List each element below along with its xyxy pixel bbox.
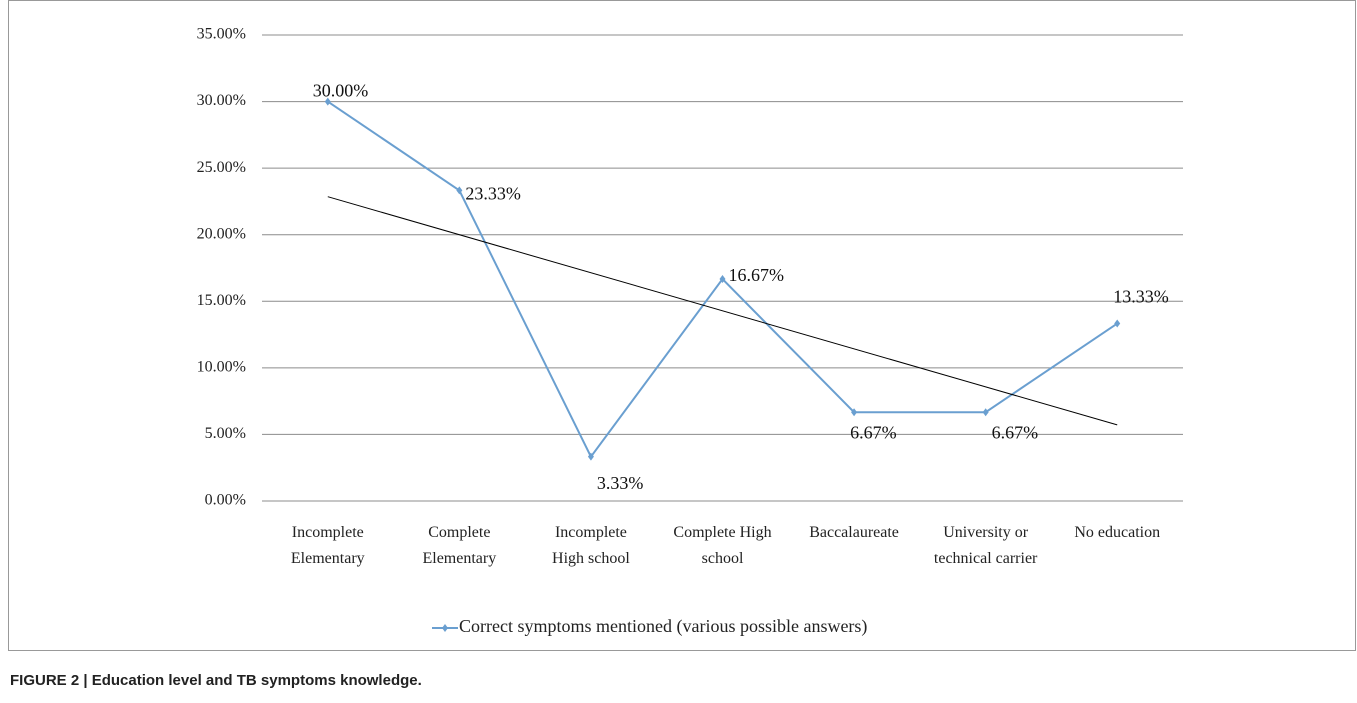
trendline [327,196,1118,426]
data-point [324,97,331,106]
data-point [982,408,989,417]
data-label: 6.67% [992,422,1038,442]
data-point [456,186,463,195]
data-point [1114,319,1121,328]
x-tick-label: Baccalaureate [809,524,899,541]
data-label: 30.00% [313,81,369,101]
x-tick-label: Complete Elementary [422,524,497,567]
x-tick-label: University or technical carrier [933,524,1038,567]
x-tick-label: Incomplete Elementary [290,524,365,567]
caption: FIGURE 2 | Education level and TB sympto… [10,672,422,689]
y-tick-label: 35.00% [197,26,246,43]
y-tick-label: 30.00% [197,92,246,109]
legend-label: Correct symptoms mentioned (various poss… [459,616,867,637]
y-tick-label: 5.00% [205,425,246,442]
y-tick-label: 20.00% [197,225,246,242]
data-label: 23.33% [465,184,521,204]
x-tick-label: No education [1074,524,1161,541]
y-tick-label: 15.00% [197,292,246,309]
data-label: 13.33% [1113,287,1169,307]
data-label: 3.33% [597,473,644,493]
y-tick-label: 25.00% [197,159,246,176]
chart-frame [8,0,1356,651]
data-label: 16.67% [729,265,785,285]
x-tick-label: Complete High school [673,524,772,567]
data-point [719,275,726,284]
legend-marker [442,624,448,632]
x-tick-label: Incomplete High school [552,524,630,567]
data-point [851,408,858,417]
data-point [587,452,594,461]
y-tick-label: 0.00% [205,492,246,509]
y-tick-label: 10.00% [197,359,246,376]
data-label: 6.67% [850,422,897,442]
